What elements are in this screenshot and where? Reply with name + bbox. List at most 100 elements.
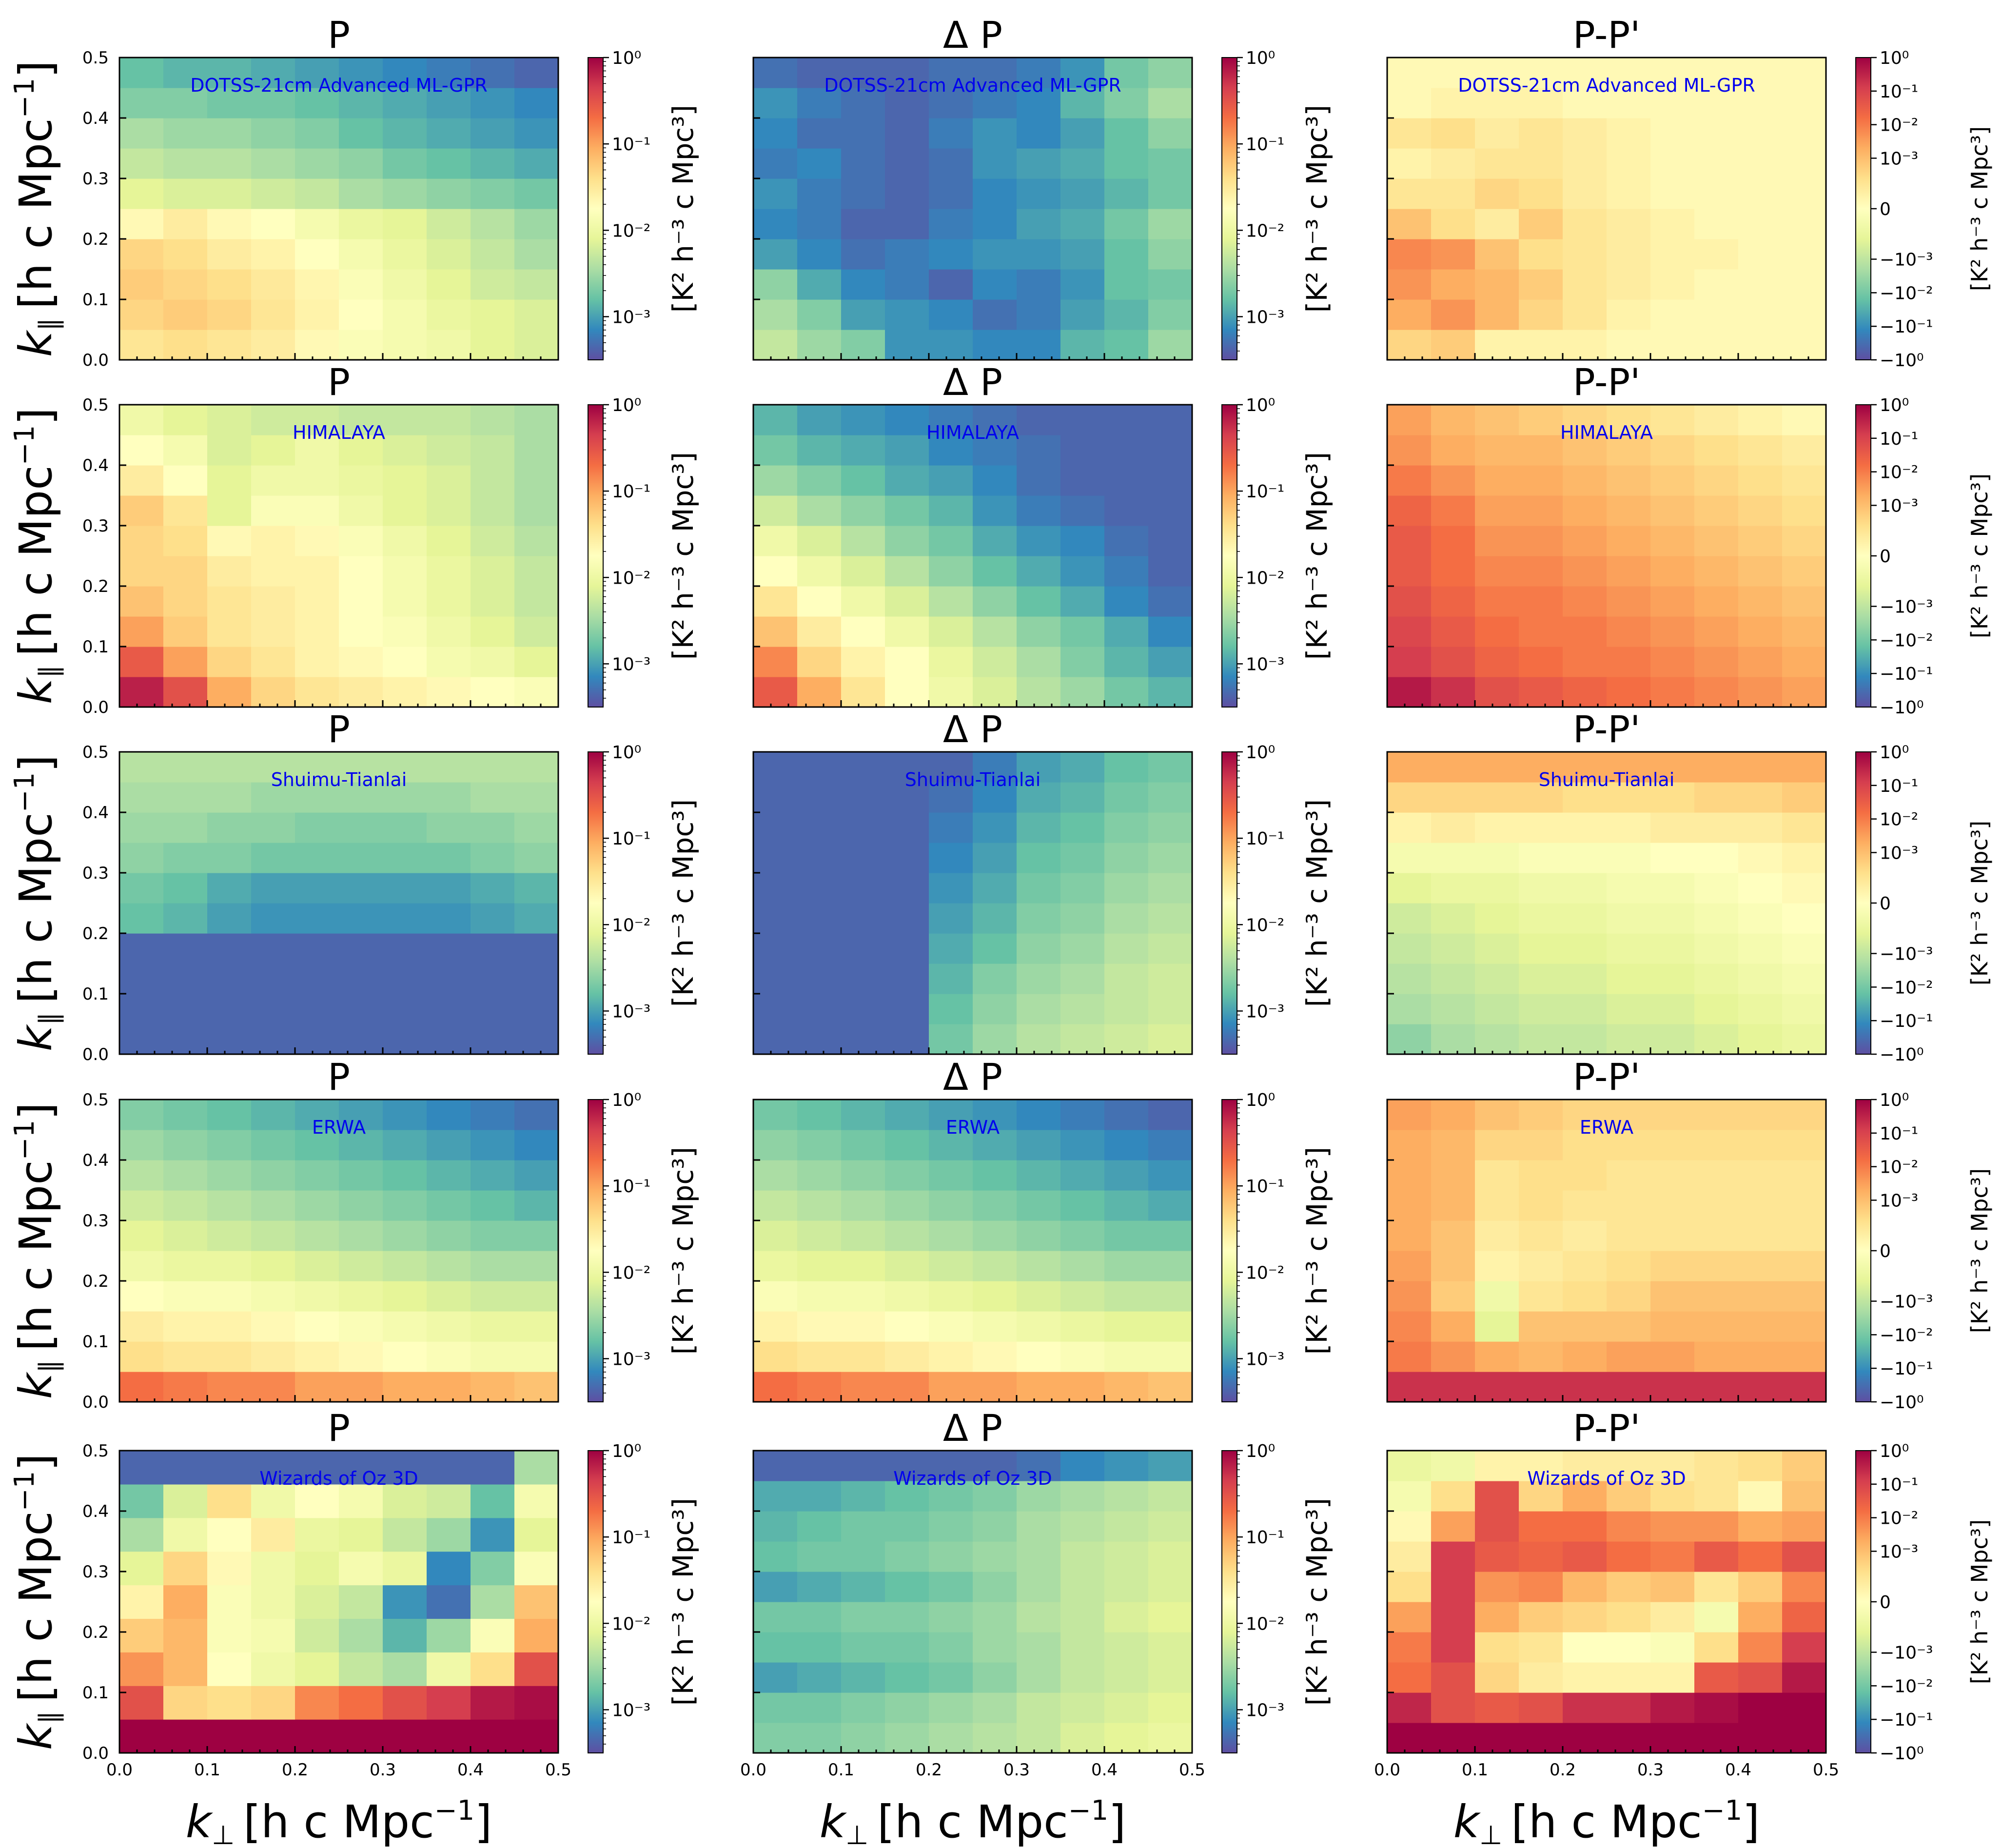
heatmap-cell [1017, 556, 1061, 587]
heatmap-cell [1475, 616, 1519, 647]
heatmap-cell [383, 1024, 427, 1055]
heatmap-cell [1738, 1451, 1783, 1481]
heatmap-cell [797, 963, 842, 994]
heatmap-cell [427, 1372, 471, 1402]
heatmap-cell [514, 843, 559, 873]
heatmap-cell [471, 1190, 515, 1221]
heatmap-cell [1387, 1451, 1432, 1481]
heatmap-cell [1782, 873, 1826, 904]
heatmap-cell [471, 752, 515, 783]
heatmap-cell [885, 1024, 929, 1055]
heatmap-cell [1060, 752, 1105, 783]
heatmap-cell [885, 1451, 929, 1481]
heatmap-cell [471, 405, 515, 435]
panel-r3-c1: 0.00.10.20.30.40.5PShuimu-Tianlai10⁰10⁻¹… [82, 708, 700, 1064]
heatmap-cell [1563, 58, 1607, 88]
heatmap-cell [295, 299, 339, 330]
heatmap-cell [1104, 903, 1149, 934]
heatmap-cell [1563, 1160, 1607, 1191]
heatmap-cell [929, 405, 973, 435]
heatmap-cell [1475, 299, 1519, 330]
heatmap-cell [885, 586, 929, 617]
heatmap-cell [885, 1662, 929, 1693]
heatmap-cell [1104, 239, 1149, 270]
heatmap-cell [973, 118, 1017, 149]
heatmap-cell [1104, 178, 1149, 209]
heatmap-cell [1738, 677, 1783, 708]
heatmap-cell [1650, 1451, 1695, 1481]
heatmap-cell [1519, 1190, 1563, 1221]
heatmap-cell [1738, 209, 1783, 239]
heatmap-cell [929, 88, 973, 118]
heatmap-cell [1431, 1662, 1475, 1693]
heatmap-cell [1431, 330, 1475, 360]
heatmap-cell [1650, 1100, 1695, 1130]
heatmap-cell [1104, 209, 1149, 239]
heatmap-cell [1563, 1481, 1607, 1512]
heatmap-cell [841, 495, 885, 526]
heatmap-cell [1017, 1311, 1061, 1342]
heatmap-cell [797, 843, 842, 873]
colorbar-tick-label: 10⁻² [1880, 1509, 1918, 1529]
heatmap-cell [1519, 677, 1563, 708]
heatmap-cell [1017, 1511, 1061, 1542]
heatmap-cell [1060, 933, 1105, 964]
colorbar-tick-label: 0 [1880, 894, 1891, 914]
heatmap-cell [119, 1719, 164, 1753]
heatmap-cell [929, 526, 973, 556]
heatmap-cell [427, 1160, 471, 1191]
heatmap-cell [1694, 148, 1739, 179]
heatmap-cell [841, 405, 885, 435]
heatmap-cell [163, 1311, 208, 1342]
heatmap-cell [797, 556, 842, 587]
heatmap-cell [1148, 1190, 1193, 1221]
heatmap-cell [1782, 148, 1826, 179]
heatmap-cell [1431, 812, 1475, 843]
heatmap-cell [1104, 873, 1149, 904]
heatmap-cell [841, 1602, 885, 1632]
heatmap-cell [295, 239, 339, 270]
heatmap-cell [1519, 1372, 1563, 1402]
heatmap-cell [841, 843, 885, 873]
heatmap-cell [1017, 405, 1061, 435]
heatmap-cell [1650, 1160, 1695, 1191]
heatmap-cell [471, 299, 515, 330]
heatmap-cell [1607, 1451, 1651, 1481]
heatmap-cell [251, 58, 295, 88]
heatmap-cell [207, 677, 252, 708]
heatmap-cell [1104, 843, 1149, 873]
heatmap-cell [1431, 556, 1475, 587]
heatmap-cell [797, 586, 842, 617]
heatmap-cell [1148, 933, 1193, 964]
heatmap-cell [1431, 1251, 1475, 1281]
heatmap-cell [163, 1220, 208, 1251]
heatmap-cell [1563, 1130, 1607, 1160]
colorbar-tick-label: −10⁻² [1880, 1676, 1933, 1696]
heatmap-cell [1782, 752, 1826, 783]
heatmap-cell [885, 1220, 929, 1251]
method-label: HIMALAYA [1560, 422, 1653, 443]
heatmap-cell [973, 1100, 1017, 1130]
heatmap-cell [1694, 1130, 1739, 1160]
heatmap-cell [427, 647, 471, 677]
heatmap-cell [1694, 1723, 1739, 1753]
x-axis-label: k⊥ [h c Mpc−1] [820, 1795, 1126, 1848]
heatmap-cell [1148, 299, 1193, 330]
heatmap-cell [1060, 88, 1105, 118]
heatmap-cell [1563, 1511, 1607, 1542]
heatmap-cell [1104, 1451, 1149, 1481]
heatmap-cell [797, 1190, 842, 1221]
heatmap-cell [339, 647, 383, 677]
heatmap-cell [1519, 556, 1563, 587]
heatmap-cell [1104, 647, 1149, 677]
heatmap-cell [1475, 677, 1519, 708]
colorbar-tick-label: 10⁰ [1880, 1090, 1909, 1110]
heatmap-cell [163, 526, 208, 556]
heatmap-cell [1563, 299, 1607, 330]
heatmap-cell [1782, 1281, 1826, 1312]
y-tick-label: 0.1 [82, 984, 109, 1004]
heatmap-cell [973, 843, 1017, 873]
colorbar-label: [K² h⁻³ c Mpc³] [667, 1498, 700, 1706]
colorbar-tick-label: 10⁻³ [1246, 307, 1284, 327]
heatmap-cell [383, 1251, 427, 1281]
